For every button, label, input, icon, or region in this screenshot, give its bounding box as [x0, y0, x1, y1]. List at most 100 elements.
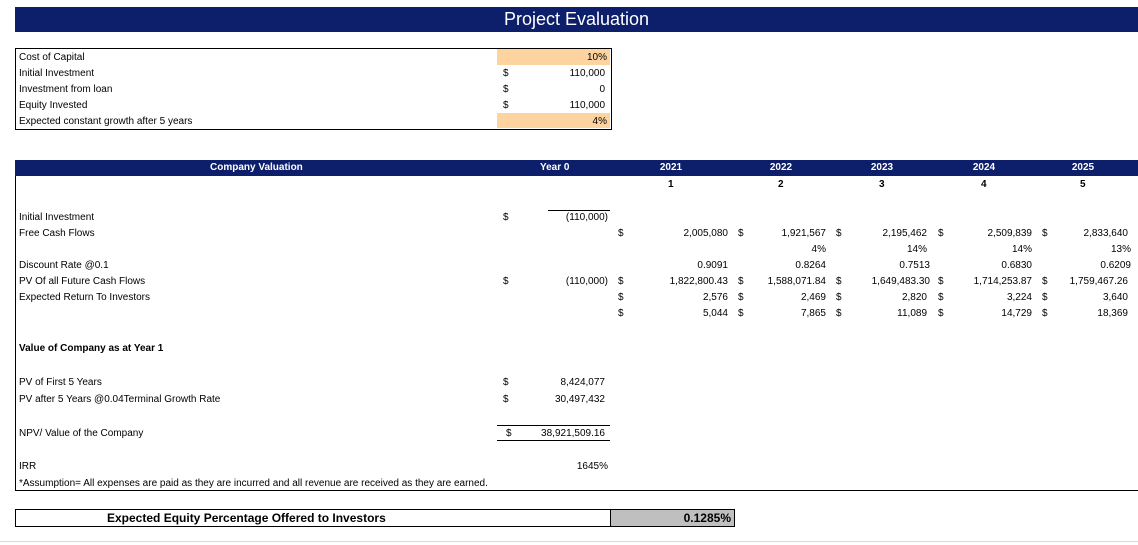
input-label: Initial Investment [19, 68, 95, 79]
valuation-header-bar [15, 160, 1138, 176]
cell-value: 2,509,839 [987, 228, 1033, 239]
year-header: 2025 [1071, 162, 1095, 173]
inputs-box [15, 48, 612, 130]
year-header: 2023 [870, 162, 894, 173]
year0-header: Year 0 [540, 162, 570, 173]
currency-symbol: $ [1042, 308, 1048, 319]
currency-symbol: $ [503, 377, 509, 388]
row-label: PV Of all Future Cash Flows [19, 276, 146, 287]
input-label: Expected constant growth after 5 years [19, 116, 193, 127]
currency-symbol: $ [836, 308, 842, 319]
row-label: Discount Rate @0.1 [19, 260, 109, 271]
equity-value-cell [610, 509, 735, 527]
row-label: Expected Return To Investors [19, 292, 150, 303]
page-title: Project Evaluation [503, 9, 650, 29]
cell-value: 7,865 [800, 308, 826, 319]
currency-symbol: $ [836, 276, 842, 287]
input-label: Cost of Capital [19, 52, 85, 63]
cell-value: 1,588,071.84 [767, 276, 826, 287]
valuation-header-label: Company Valuation [210, 162, 303, 173]
equity-label: Expected Equity Percentage Offered to In… [107, 511, 386, 525]
pv-first5-value: 8,424,077 [560, 377, 606, 388]
currency-symbol: $ [503, 100, 509, 111]
cell-value: 1,759,467.26 [1069, 276, 1128, 287]
gridline [0, 541, 1138, 542]
input-label: Equity Invested [19, 100, 88, 111]
currency-symbol: $ [938, 276, 944, 287]
row-label: PV of First 5 Years [19, 377, 102, 388]
currency-symbol: $ [836, 228, 842, 239]
cell-value: 1,714,253.87 [973, 276, 1032, 287]
cell-value: 0.6830 [1001, 260, 1032, 271]
cell-value: 3,224 [1006, 292, 1032, 303]
growth-value: 14% [906, 244, 927, 255]
currency-symbol: $ [1042, 276, 1048, 287]
currency-symbol: $ [738, 292, 744, 303]
currency-symbol: $ [836, 292, 842, 303]
input-value[interactable]: 0 [599, 84, 605, 95]
cell-value: 2,833,640 [1083, 228, 1129, 239]
cell-value: 0.8264 [795, 260, 826, 271]
input-value[interactable]: 110,000 [569, 100, 605, 111]
title-bar [15, 7, 1138, 32]
cell-value: 3,640 [1102, 292, 1128, 303]
year0-value: (110,000) [565, 212, 608, 223]
year-header: 2021 [659, 162, 683, 173]
cell-value: 2,195,462 [882, 228, 928, 239]
cell-value: 18,369 [1097, 308, 1128, 319]
currency-symbol: $ [618, 292, 624, 303]
currency-symbol: $ [738, 228, 744, 239]
cell-value: 2,469 [800, 292, 826, 303]
cell-value: 1,921,567 [781, 228, 827, 239]
equity-value: 0.1285% [683, 511, 731, 525]
currency-symbol: $ [503, 212, 509, 223]
assumption-note: *Assumption= All expenses are paid as th… [19, 478, 488, 489]
cell-value: 0.7513 [899, 260, 930, 271]
currency-symbol: $ [938, 292, 944, 303]
currency-symbol: $ [506, 428, 512, 439]
cell-value: 14,729 [1001, 308, 1032, 319]
growth-value: 4% [811, 244, 826, 255]
cell-value: 2,576 [702, 292, 728, 303]
currency-symbol: $ [503, 394, 509, 405]
row-label: Initial Investment [19, 212, 95, 223]
cell-value: 0.6209 [1100, 260, 1131, 271]
cell-value: 2,005,080 [683, 228, 729, 239]
currency-symbol: $ [738, 276, 744, 287]
currency-symbol: $ [1042, 228, 1048, 239]
period-number: 4 [981, 179, 987, 190]
input-highlight-cost [497, 49, 610, 65]
currency-symbol: $ [618, 276, 624, 287]
currency-symbol: $ [618, 228, 624, 239]
row-label: NPV/ Value of the Company [19, 428, 144, 439]
input-value[interactable]: 4% [592, 116, 607, 127]
currency-symbol: $ [503, 84, 509, 95]
currency-symbol: $ [618, 308, 624, 319]
cell-value: 11,089 [897, 308, 927, 319]
period-number: 1 [668, 179, 674, 190]
valuation-box [15, 176, 1138, 491]
year-header: 2024 [972, 162, 996, 173]
row-label: IRR [19, 461, 37, 472]
row-label: PV after 5 Years @0.04Terminal Growth Ra… [19, 394, 221, 405]
cell-value: 2,820 [901, 292, 927, 303]
period-number: 3 [879, 179, 885, 190]
currency-symbol: $ [1042, 292, 1048, 303]
year0-value: (110,000) [565, 276, 608, 287]
cell-value: 5,044 [702, 308, 728, 319]
currency-symbol: $ [938, 228, 944, 239]
period-number: 5 [1080, 179, 1086, 190]
cell-value: 1,822,800.43 [669, 276, 728, 287]
row-label: Free Cash Flows [19, 228, 95, 239]
input-value[interactable]: 10% [586, 52, 607, 63]
input-label: Investment from loan [19, 84, 113, 95]
section-heading: Value of Company as at Year 1 [19, 343, 164, 354]
cell-value: 0.9091 [697, 260, 728, 271]
year-header: 2022 [769, 162, 793, 173]
currency-symbol: $ [938, 308, 944, 319]
growth-value: 13% [1110, 244, 1131, 255]
input-highlight-growth [497, 113, 610, 128]
input-value[interactable]: 110,000 [569, 68, 605, 79]
total-double-line [497, 440, 610, 441]
currency-symbol: $ [503, 68, 509, 79]
